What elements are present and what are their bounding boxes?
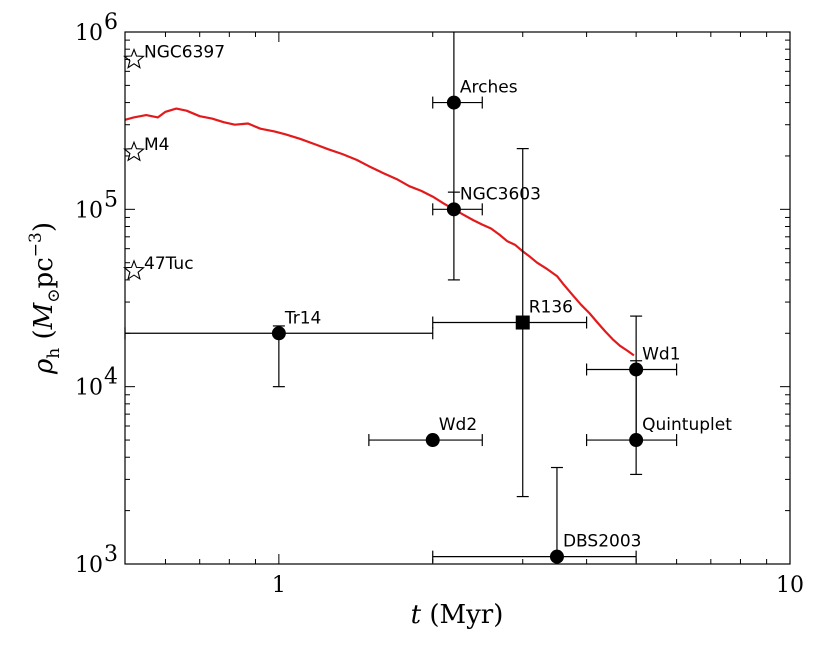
- x-tick-label: 10: [776, 573, 804, 598]
- cluster-point-r136: R136: [432, 148, 588, 498]
- globular-point-m4: M4: [123, 135, 169, 162]
- point-label: R136: [529, 298, 573, 318]
- point-label: Wd1: [642, 344, 680, 364]
- circle-marker: [425, 433, 440, 448]
- cluster-point-arches: Arches: [432, 32, 518, 210]
- star-marker: [123, 259, 145, 281]
- y-axis-unit-exp: −3: [26, 232, 46, 257]
- y-axis-unit-mass: M: [29, 301, 59, 330]
- y-axis-variable-sub: h: [44, 348, 64, 359]
- circle-marker: [271, 326, 286, 341]
- point-label: M4: [144, 135, 169, 155]
- x-axis-title: t (Myr): [411, 600, 504, 630]
- cluster-point-quintuplet: Quintuplet: [585, 360, 732, 476]
- point-label: NGC6397: [144, 42, 225, 62]
- y-tick-label: 10: [75, 21, 103, 46]
- y-axis-unit-sun: ⊙: [44, 288, 64, 302]
- y-tick-exponent: 6: [104, 10, 118, 35]
- x-tick-label: 1: [272, 573, 286, 598]
- star-marker: [123, 140, 145, 162]
- point-label: NGC3603: [460, 184, 541, 204]
- y-tick-label: 10: [75, 553, 103, 578]
- cluster-point-tr14: Tr14: [124, 308, 434, 388]
- square-marker: [515, 315, 530, 330]
- y-axis-unit-open: (: [29, 329, 59, 347]
- y-axis-title: ρh (M⊙pc−3): [26, 222, 64, 375]
- globular-point-ngc6397: NGC6397: [123, 42, 225, 69]
- point-label: 47Tuc: [144, 254, 194, 274]
- y-axis-unit-pc: pc: [29, 257, 59, 288]
- plot-frame: [124, 31, 791, 565]
- point-label: Tr14: [284, 308, 322, 328]
- y-tick-label: 10: [75, 376, 103, 401]
- cluster-point-dbs2003: DBS2003: [432, 466, 642, 564]
- y-tick-exponent: 3: [104, 542, 118, 567]
- star-marker: [123, 47, 145, 69]
- plot-layer: Arches NGC3603 R136 Tr14 Wd1 Wd2 Quintuplet DBS…: [123, 32, 732, 564]
- circle-marker: [629, 433, 644, 448]
- circle-marker: [446, 95, 461, 110]
- x-axis-unit: (Myr): [421, 600, 503, 630]
- model-curve: [124, 107, 635, 357]
- cluster-point-ngc3603: NGC3603: [432, 184, 541, 281]
- point-label: DBS2003: [563, 532, 642, 552]
- globular-point-47tuc: 47Tuc: [123, 254, 194, 281]
- circle-marker: [549, 549, 564, 564]
- x-axis-variable: t: [411, 600, 422, 630]
- y-axis-variable: ρ: [29, 358, 59, 375]
- point-label: Wd2: [439, 415, 477, 435]
- cluster-point-wd2: Wd2: [368, 415, 483, 448]
- y-tick-label: 10: [75, 198, 103, 223]
- y-axis-unit-close: ): [29, 222, 59, 232]
- point-label: Arches: [460, 78, 518, 98]
- y-tick-exponent: 5: [104, 187, 118, 212]
- circle-marker: [446, 202, 461, 217]
- point-label: Quintuplet: [642, 415, 732, 435]
- y-tick-exponent: 4: [104, 365, 118, 390]
